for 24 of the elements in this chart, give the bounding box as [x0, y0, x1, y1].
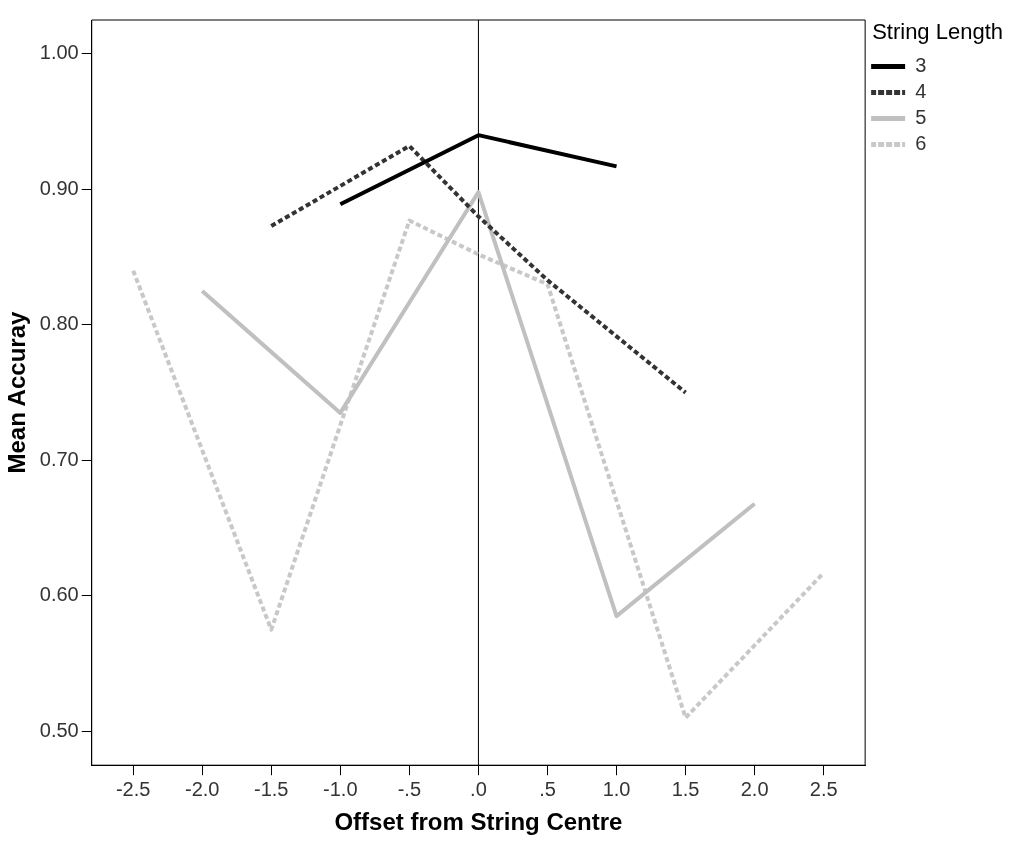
x-tick-label: .5	[539, 777, 556, 800]
y-axis-title: Mean Accuray	[3, 311, 31, 474]
legend-label: 5	[915, 105, 927, 128]
y-tick-label: 0.80	[39, 312, 79, 335]
x-tick-label: -.5	[397, 777, 422, 800]
x-tick-label: -1.0	[323, 777, 358, 800]
legend-label: 6	[915, 131, 927, 154]
x-tick-label: -2.0	[184, 777, 220, 800]
legend-label: 4	[915, 79, 927, 102]
y-tick-label: 0.50	[39, 718, 79, 741]
x-tick-label: 1.0	[602, 777, 631, 800]
legend-label: 3	[915, 53, 927, 76]
x-tick-label: 1.5	[671, 777, 700, 800]
y-tick-label: 1.00	[39, 41, 79, 64]
x-tick-label: 2.0	[740, 777, 769, 800]
legend-title: String Length	[872, 19, 1003, 45]
x-tick-label: -1.5	[254, 777, 289, 800]
y-tick-label: 0.90	[39, 176, 79, 199]
x-tick-label: -2.5	[115, 777, 151, 800]
y-tick-label: 0.60	[39, 583, 79, 606]
x-tick-label: 2.5	[809, 777, 838, 800]
y-tick-label: 0.70	[39, 447, 79, 470]
x-tick-label: .0	[470, 777, 487, 800]
x-axis-title: Offset from String Centre	[334, 808, 623, 836]
